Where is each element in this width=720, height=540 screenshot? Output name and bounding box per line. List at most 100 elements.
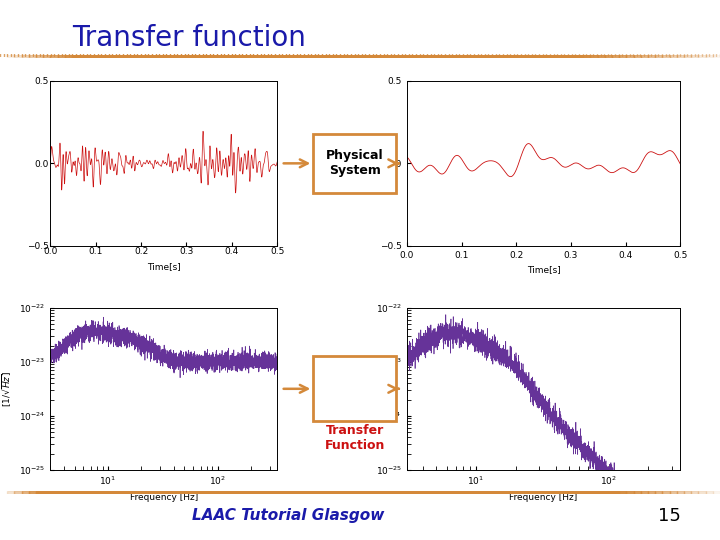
Bar (490, 55, 497, 58)
Bar (7, 55, 14, 58)
Bar (425, 55, 432, 58)
Bar (468, 491, 475, 494)
Bar (238, 55, 245, 58)
Bar (446, 55, 454, 58)
Bar (713, 491, 720, 494)
Bar (94, 491, 101, 494)
Bar (475, 55, 482, 58)
Bar (101, 491, 108, 494)
Bar (58, 491, 65, 494)
Bar (58, 55, 65, 58)
Bar (360, 491, 367, 494)
Bar (317, 55, 324, 58)
Bar (0, 55, 7, 58)
Bar (518, 491, 526, 494)
Text: LAAC Tutorial Glasgow: LAAC Tutorial Glasgow (192, 508, 384, 523)
Bar (50, 55, 58, 58)
Bar (202, 491, 209, 494)
Bar (454, 491, 461, 494)
Bar (533, 491, 540, 494)
Bar (245, 491, 252, 494)
Bar (648, 55, 655, 58)
Bar (598, 491, 605, 494)
Bar (166, 55, 173, 58)
Bar (576, 55, 583, 58)
Bar (72, 491, 79, 494)
Bar (158, 491, 166, 494)
Bar (144, 55, 151, 58)
Bar (569, 491, 576, 494)
Bar (324, 55, 331, 58)
Bar (223, 55, 230, 58)
Bar (130, 55, 137, 58)
Bar (122, 55, 130, 58)
Bar (108, 55, 115, 58)
Bar (367, 491, 374, 494)
Bar (554, 55, 562, 58)
Bar (389, 491, 396, 494)
Bar (79, 491, 86, 494)
Bar (418, 55, 425, 58)
Bar (173, 55, 180, 58)
Bar (454, 55, 461, 58)
Bar (670, 55, 677, 58)
Bar (626, 491, 634, 494)
Bar (569, 55, 576, 58)
Bar (655, 491, 662, 494)
Bar (252, 55, 259, 58)
Bar (50, 491, 58, 494)
Bar (626, 55, 634, 58)
Bar (151, 55, 158, 58)
Bar (180, 491, 187, 494)
X-axis label: Frequency [Hz]: Frequency [Hz] (510, 492, 577, 502)
Bar (14, 491, 22, 494)
Bar (425, 491, 432, 494)
Bar (36, 55, 43, 58)
Bar (79, 55, 86, 58)
Bar (698, 491, 706, 494)
Bar (317, 491, 324, 494)
Bar (346, 491, 353, 494)
X-axis label: Frequency [Hz]: Frequency [Hz] (130, 492, 198, 502)
X-axis label: Time[s]: Time[s] (147, 262, 181, 271)
Bar (662, 491, 670, 494)
Bar (439, 55, 446, 58)
Bar (331, 491, 338, 494)
Bar (360, 55, 367, 58)
Bar (634, 491, 641, 494)
Bar (259, 491, 266, 494)
Bar (245, 55, 252, 58)
Bar (7, 491, 14, 494)
Bar (288, 55, 295, 58)
Bar (144, 491, 151, 494)
Bar (151, 491, 158, 494)
Bar (562, 491, 569, 494)
Bar (288, 491, 295, 494)
Bar (29, 491, 36, 494)
Bar (598, 55, 605, 58)
Bar (648, 491, 655, 494)
Bar (180, 55, 187, 58)
Bar (194, 55, 202, 58)
Bar (562, 55, 569, 58)
Bar (655, 55, 662, 58)
Bar (590, 55, 598, 58)
Bar (504, 491, 511, 494)
Bar (677, 491, 684, 494)
Bar (158, 55, 166, 58)
Bar (230, 491, 238, 494)
Bar (641, 55, 648, 58)
Bar (511, 55, 518, 58)
Bar (310, 491, 317, 494)
Bar (86, 491, 94, 494)
Bar (108, 491, 115, 494)
Bar (310, 55, 317, 58)
Bar (461, 55, 468, 58)
Bar (353, 55, 360, 58)
Bar (526, 491, 533, 494)
Bar (137, 491, 144, 494)
Bar (202, 55, 209, 58)
Bar (576, 491, 583, 494)
Bar (497, 55, 504, 58)
Bar (605, 491, 612, 494)
